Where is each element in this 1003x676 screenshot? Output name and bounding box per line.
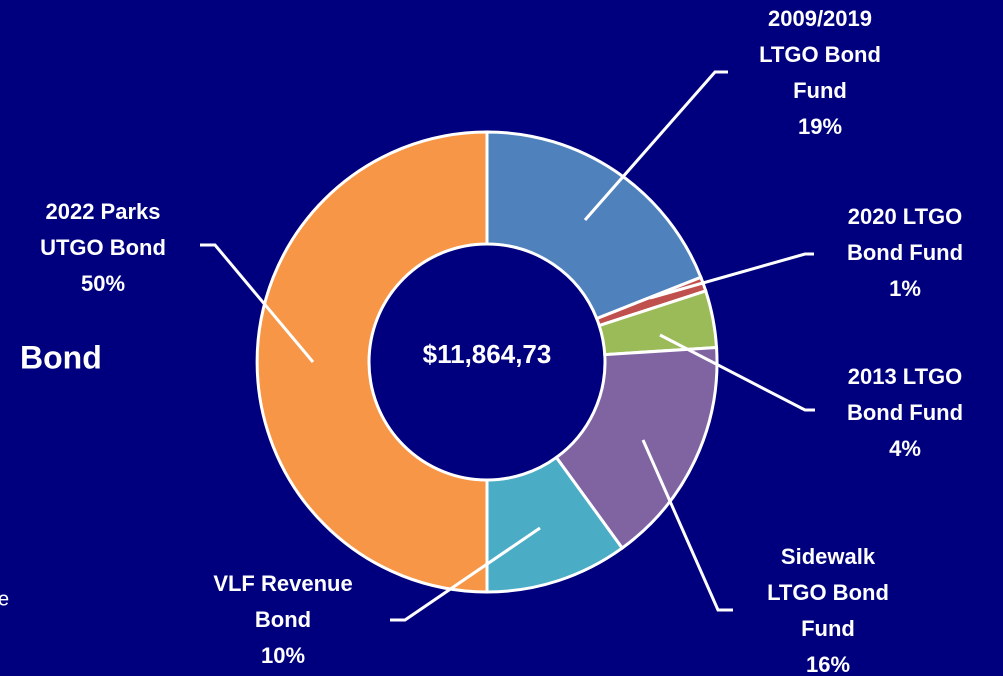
leader-line <box>649 252 814 300</box>
slice-label: LTGO Bond <box>767 580 889 605</box>
donut-slice <box>485 130 703 321</box>
slice-value-label: 10% <box>261 643 305 668</box>
slice-label: Bond <box>255 607 311 632</box>
slide-text: Bond <box>20 339 102 375</box>
leader-line <box>200 243 315 363</box>
center-label: $11,864,73 <box>423 339 552 369</box>
slice-label: Sidewalk <box>781 544 876 569</box>
slice-label: 2020 LTGO <box>848 204 963 229</box>
slice-label: Fund <box>793 78 847 103</box>
slice-label: 2009/2019 <box>768 6 872 31</box>
slice-label: Bond Fund <box>847 400 963 425</box>
slice-value-label: 50% <box>81 271 125 296</box>
slice-value-label: 4% <box>889 436 921 461</box>
slice-label: 2022 Parks <box>46 199 161 224</box>
leader-line <box>390 526 541 622</box>
slide-text: e <box>0 588 9 610</box>
leader-line <box>583 70 728 221</box>
slice-value-label: 19% <box>798 114 842 139</box>
slice-label: Fund <box>801 616 855 641</box>
slice-value-label: 16% <box>806 652 850 676</box>
leader-line <box>659 333 815 412</box>
slice-label: UTGO Bond <box>40 235 166 260</box>
slice-label: LTGO Bond <box>759 42 881 67</box>
donut-slice <box>554 345 719 551</box>
leader-line <box>641 439 733 612</box>
slice-label: 2013 LTGO <box>848 364 963 389</box>
donut-slice <box>255 130 489 594</box>
slice-label: VLF Revenue <box>213 571 352 596</box>
slice-label: Bond Fund <box>847 240 963 265</box>
slice-value-label: 1% <box>889 276 921 301</box>
